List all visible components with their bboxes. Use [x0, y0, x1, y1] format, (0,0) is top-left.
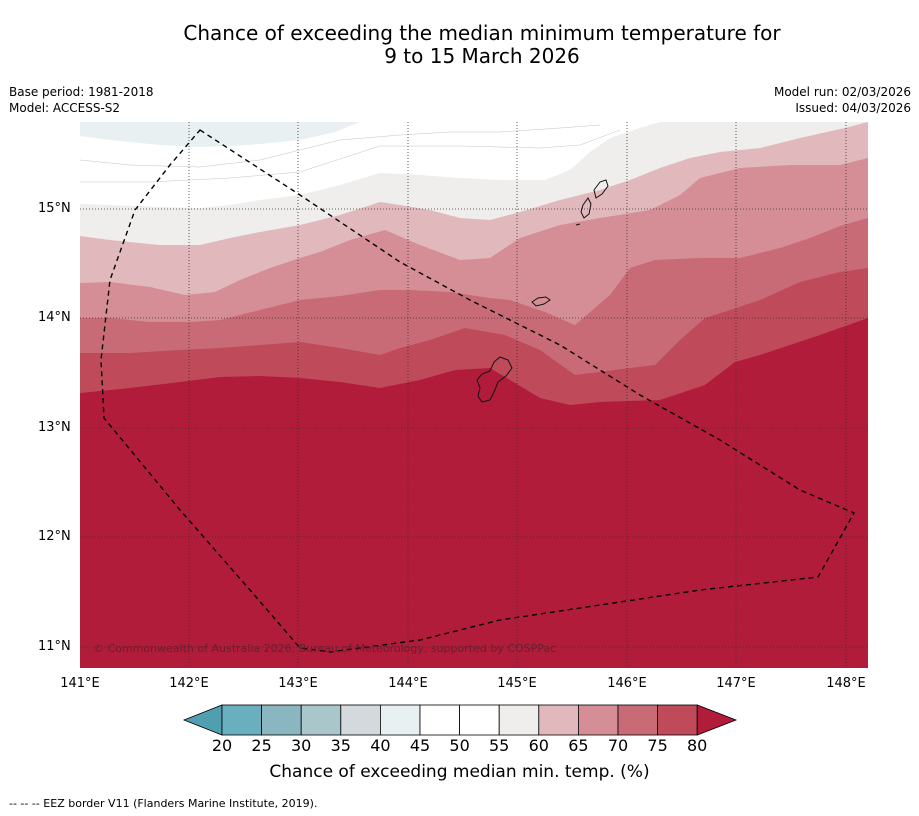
rota-island [531, 296, 551, 307]
lon-label-144: 144°E [388, 676, 428, 691]
colorbar-extend-high [696, 704, 738, 736]
model-run-date: Model run: 02/03/2026 [773, 85, 911, 99]
colorbar-tick-70: 70 [607, 736, 629, 755]
lon-label-146: 146°E [607, 676, 647, 691]
colorbar-segment-75 [657, 704, 698, 736]
lat-label-15: 15°N [38, 201, 71, 216]
colorbar-tick-45: 45 [409, 736, 431, 755]
colorbar-extend-low [182, 704, 223, 736]
colorbar-tick-40: 40 [370, 736, 391, 755]
colorbar-segment-55 [498, 704, 540, 736]
model-name: Model: ACCESS-S2 [9, 101, 121, 115]
title-line-2: 9 to 15 March 2026 [384, 44, 580, 68]
saipan-island [593, 179, 609, 199]
colorbar-segment-45 [419, 704, 460, 736]
lat-label-12: 12°N [38, 529, 71, 544]
lon-label-147: 147°E [716, 676, 756, 691]
colorbar [182, 704, 738, 736]
colorbar-segment-65 [578, 704, 619, 736]
colorbar-segment-70 [617, 704, 658, 736]
colorbar-tick-35: 35 [330, 736, 351, 755]
colorbar-segment-35 [340, 704, 381, 736]
graticule [80, 122, 868, 668]
lon-label-143: 143°E [278, 676, 318, 691]
colorbar-tick-55: 55 [489, 736, 510, 755]
issued-date: Issued: 04/03/2026 [795, 101, 911, 115]
colorbar-tick-30: 30 [291, 736, 312, 755]
colorbar-tick-20: 20 [211, 736, 233, 755]
probability-field [80, 122, 868, 668]
run-info: Model run: 02/03/2026 Issued: 04/03/2026 [774, 84, 911, 116]
colorbar-segment-50 [459, 704, 500, 736]
lon-label-148: 148°E [826, 676, 866, 691]
map-title: Chance of exceeding the median minimum t… [0, 22, 919, 68]
guam-island [476, 356, 513, 403]
colorbar-tick-65: 65 [568, 736, 589, 755]
base-period: Base period: 1981-2018 [9, 85, 154, 99]
model-info: Base period: 1981-2018 Model: ACCESS-S2 [9, 84, 154, 116]
copyright-notice: © Commonwealth of Australia 2026, Bureau… [93, 642, 557, 655]
lat-label-11: 11°N [38, 639, 71, 654]
colorbar-segment-30 [300, 704, 342, 736]
lat-label-14: 14°N [38, 310, 71, 325]
islands [476, 179, 609, 403]
lon-label-142: 142°E [169, 676, 209, 691]
colorbar-tick-50: 50 [449, 736, 470, 755]
colorbar-segment-40 [379, 704, 421, 736]
colorbar-label: Chance of exceeding median min. temp. (%… [269, 762, 650, 782]
eez-legend-note: -- -- -- EEZ border V11 (Flanders Marine… [9, 797, 318, 810]
lon-label-141: 141°E [60, 676, 100, 691]
eez-border [100, 129, 855, 653]
colorbar-tick-25: 25 [251, 736, 272, 755]
colorbar-tick-60: 60 [528, 736, 549, 755]
tinian-island [580, 197, 592, 219]
band-45 [80, 122, 360, 147]
lat-label-13: 13°N [38, 420, 71, 435]
colorbar-segment-60 [538, 704, 579, 736]
contour-lines [80, 124, 621, 183]
colorbar-segment-20 [221, 704, 262, 736]
title-line-1: Chance of exceeding the median minimum t… [183, 21, 781, 45]
lon-label-145: 145°E [497, 676, 537, 691]
aguijan-island [575, 223, 581, 226]
colorbar-segment-25 [261, 704, 302, 736]
colorbar-tick-80: 80 [687, 736, 708, 755]
colorbar-tick-75: 75 [647, 736, 668, 755]
